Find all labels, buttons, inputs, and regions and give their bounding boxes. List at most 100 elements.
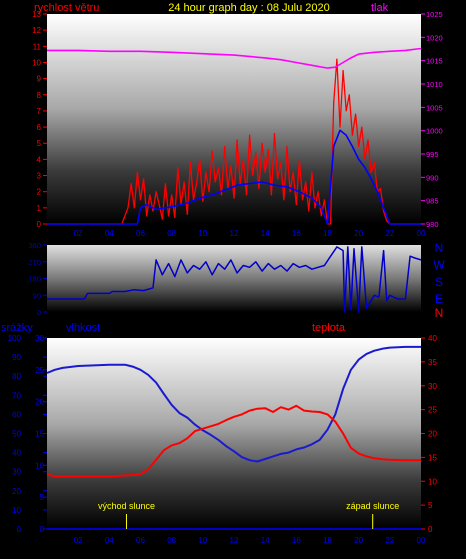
rain-axis-tick-label: 20 <box>12 487 21 496</box>
x-tick-label: 10 <box>198 536 207 545</box>
x-tick-label: 04 <box>105 536 114 545</box>
x-tick-label: 16 <box>292 229 301 238</box>
rain-axis-tick-label: 10 <box>12 506 21 515</box>
x-tick-label: 16 <box>292 536 301 545</box>
temperature-axis-tick-label: 20 <box>428 430 437 439</box>
humidity-label: vlhkost <box>66 322 100 334</box>
temperature-axis-tick-label: 35 <box>428 358 437 367</box>
wind-speed-axis-tick-label: 11 <box>33 42 42 51</box>
pressure-axis-tick-label: 985 <box>426 197 439 206</box>
temperature-axis-tick-label: 10 <box>428 477 437 486</box>
temperature-axis-tick-label: 15 <box>428 453 437 462</box>
x-tick-label: 20 <box>354 229 363 238</box>
compass-label: E <box>435 292 443 306</box>
x-tick-label: 18 <box>323 536 332 545</box>
pressure-axis-tick-label: 990 <box>426 173 439 182</box>
sunrise-label: východ slunce <box>98 501 155 511</box>
temperature-label: teplota <box>312 322 346 334</box>
x-tick-label: 06 <box>136 536 145 545</box>
wind-speed-axis-tick-label: 2 <box>37 188 42 197</box>
pressure-label: tlak <box>371 2 389 14</box>
humidity-axis-tick-label: 5 <box>40 493 45 502</box>
pressure-axis-tick-label: 1005 <box>426 103 443 112</box>
x-tick-label: 06 <box>136 229 145 238</box>
temperature-axis-tick-label: 0 <box>428 525 433 534</box>
humidity-axis-tick-label: 15 <box>35 430 44 439</box>
wind-speed-axis-tick-label: 4 <box>37 155 42 164</box>
wind-direction-line <box>47 246 422 313</box>
humidity-axis-tick-label: 20 <box>35 398 44 407</box>
sunset-label: západ slunce <box>346 501 399 511</box>
rain-axis-tick-label: 60 <box>12 410 21 419</box>
x-tick-label: 00 <box>417 229 426 238</box>
x-tick-label: 22 <box>385 536 394 545</box>
x-tick-label: 18 <box>323 229 332 238</box>
rain-axis-tick-label: 40 <box>12 449 21 458</box>
pressure-axis-tick-label: 1000 <box>426 127 443 136</box>
x-tick-label: 22 <box>385 229 394 238</box>
pressure-axis-tick-label: 980 <box>426 220 439 229</box>
temperature-axis-tick-label: 30 <box>428 382 437 391</box>
wind-speed-line <box>47 58 421 225</box>
rain-axis-tick-label: 90 <box>12 353 21 362</box>
wind-average-line <box>47 129 421 225</box>
x-tick-label: 00 <box>417 536 426 545</box>
wind-speed-axis-tick-label: 1 <box>37 204 42 213</box>
direction-axis-tick-label: 180 <box>28 275 41 284</box>
rain-axis-tick-label: 70 <box>12 391 21 400</box>
pressure-axis-tick-label: 1010 <box>426 80 443 89</box>
rain-axis-tick-label: 80 <box>12 372 21 381</box>
humidity-panel-bg <box>47 338 421 529</box>
wind-speed-axis-tick-label: 7 <box>37 107 42 116</box>
x-tick-label: 20 <box>354 536 363 545</box>
wind-speed-axis-tick-label: 3 <box>37 172 42 181</box>
rain-axis-tick-label: 30 <box>12 468 21 477</box>
x-tick-label: 02 <box>74 536 83 545</box>
x-tick-label: 14 <box>261 229 270 238</box>
temperature-axis-tick-label: 25 <box>428 406 437 415</box>
wind-speed-axis-tick-label: 6 <box>37 123 42 132</box>
compass-label: S <box>435 275 443 289</box>
compass-label: N <box>435 306 444 320</box>
direction-axis-tick-label: 90 <box>33 291 41 300</box>
pressure-line <box>47 47 422 69</box>
wind-speed-axis-tick-label: 13 <box>32 10 41 19</box>
x-tick-label: 14 <box>261 536 270 545</box>
wind-speed-axis-tick-label: 5 <box>37 139 42 148</box>
humidity-axis-tick-label: 10 <box>35 461 44 470</box>
pressure-axis-tick-label: 1025 <box>426 10 443 19</box>
compass-label: N <box>435 241 444 255</box>
rain-axis-tick-label: 0 <box>17 525 22 534</box>
rain-label: srážky <box>1 322 33 334</box>
direction-axis-tick-label: 270 <box>28 258 41 267</box>
wind-speed-label: rychlost větru <box>34 2 99 14</box>
x-tick-label: 08 <box>167 536 176 545</box>
temperature-axis-tick-label: 40 <box>428 334 437 343</box>
x-tick-label: 04 <box>105 229 114 238</box>
rain-axis-tick-label: 50 <box>12 430 21 439</box>
temperature-axis-tick-label: 5 <box>428 501 433 510</box>
x-tick-label: 08 <box>167 229 176 238</box>
compass-label: W <box>433 258 445 272</box>
wind-speed-axis-tick-label: 9 <box>37 75 42 84</box>
wind-speed-axis-tick-label: 8 <box>37 91 42 100</box>
pressure-axis-tick-label: 995 <box>426 150 439 159</box>
pressure-axis-tick-label: 1015 <box>426 57 443 66</box>
x-tick-label: 02 <box>74 229 83 238</box>
direction-axis-tick-label: 360 <box>28 241 41 250</box>
wind-speed-axis-tick-label: 10 <box>32 58 41 67</box>
humidity-axis-tick-label: 0 <box>40 525 45 534</box>
humidity-axis-tick-label: 30 <box>35 334 44 343</box>
x-tick-label: 10 <box>198 229 207 238</box>
humidity-axis-tick-label: 25 <box>35 366 44 375</box>
rain-axis-tick-label: 100 <box>8 334 22 343</box>
x-tick-label: 12 <box>230 229 239 238</box>
temperature-line <box>46 404 421 478</box>
graph-title: 24 hour graph day : 08 Julu 2020 <box>168 2 329 14</box>
x-tick-label: 12 <box>230 536 239 545</box>
direction-axis-tick-label: 0 <box>37 308 41 317</box>
wind-speed-axis-tick-label: 0 <box>37 220 42 229</box>
humidity-line <box>46 345 421 463</box>
